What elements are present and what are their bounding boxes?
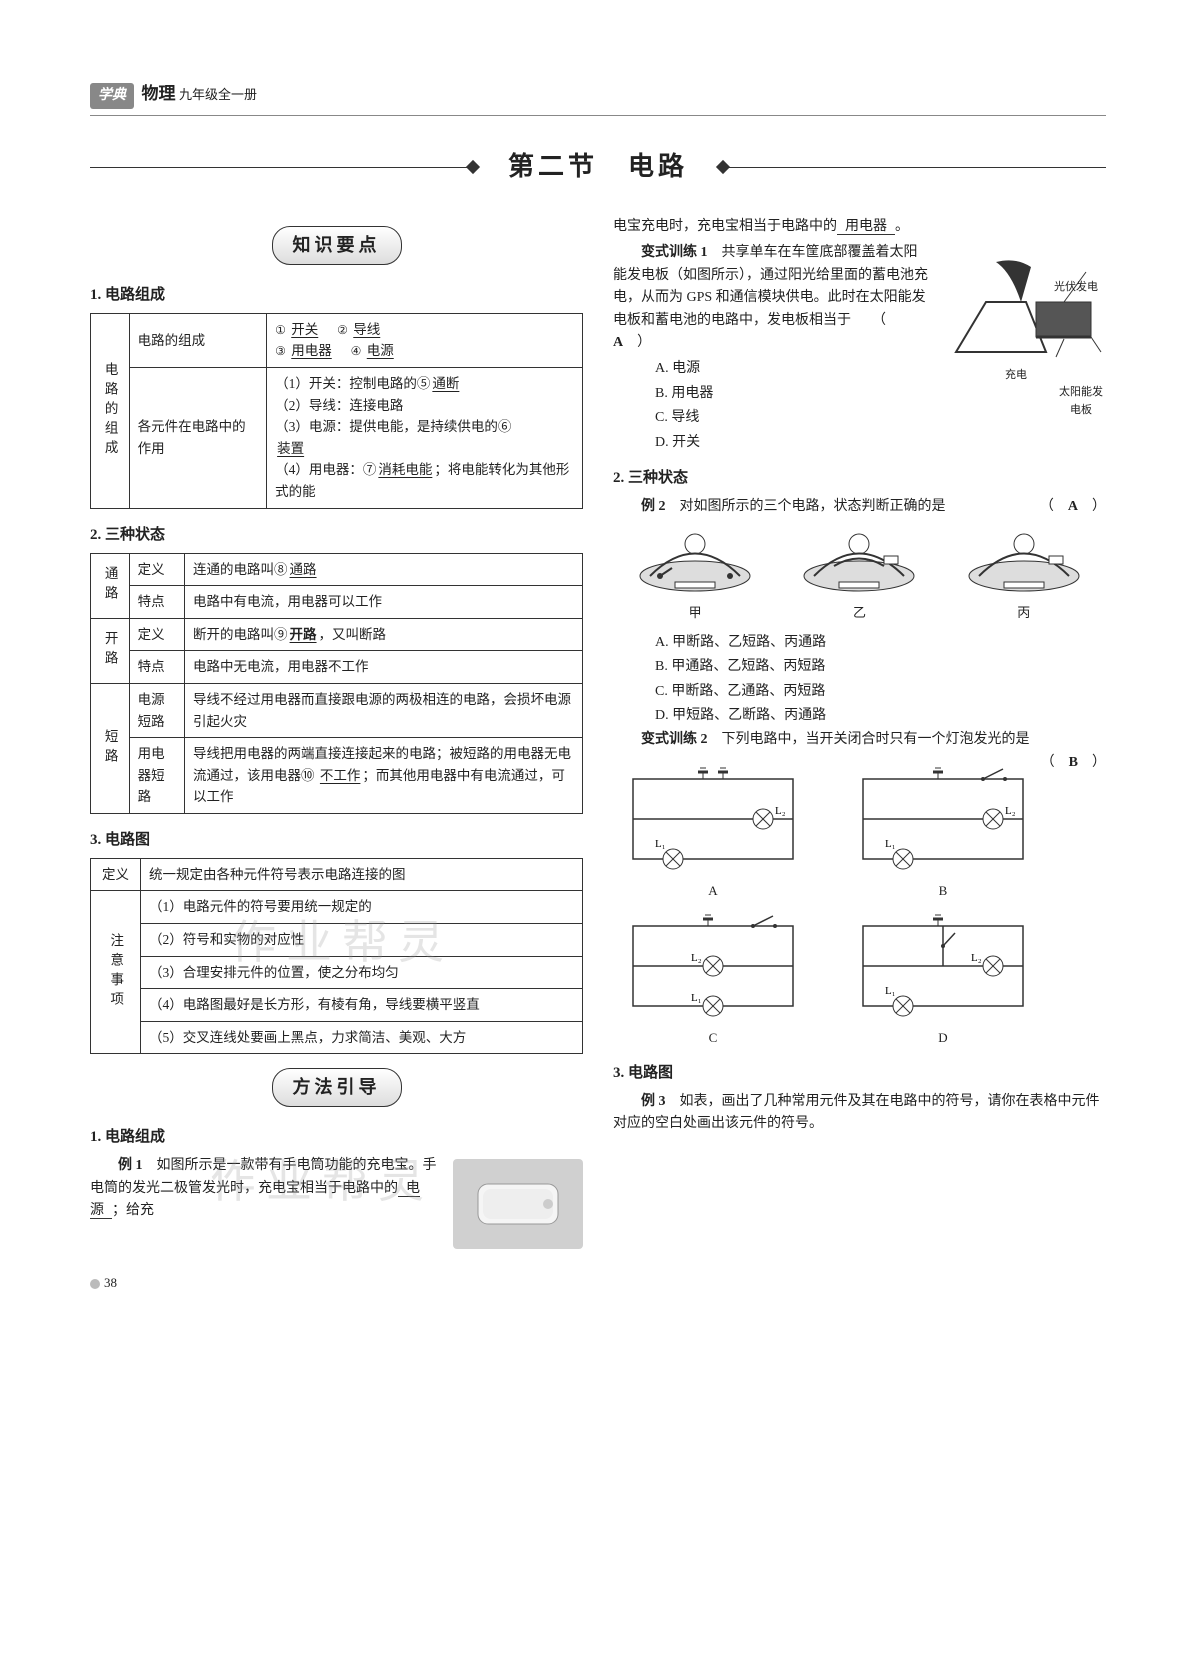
right-heading-3: 3. 电路图 — [613, 1061, 1106, 1085]
page-number: 38 — [90, 1273, 1106, 1294]
table1-side: 电路的组成 — [91, 313, 130, 508]
header-title: 物理 — [142, 84, 176, 103]
variant-2: 变式训练 2 下列电路中，当开关闭合时只有一个灯泡发光的是 （ B ） — [613, 729, 1106, 751]
svg-text:L₂: L₂ — [775, 805, 786, 817]
heading-1: 1. 电路组成 — [90, 283, 583, 307]
bike-icon — [936, 242, 1106, 372]
table1-r2-label: 各元件在电路中的作用 — [129, 367, 267, 508]
section-title: 第二节 电路 — [90, 146, 1106, 188]
circuit-yi: 乙 — [794, 526, 924, 624]
table1-r1-content: ① 开关 ② 导线 ③ 用电器 ④ 电源 — [267, 313, 583, 367]
method-heading-1: 1. 电路组成 — [90, 1125, 583, 1149]
bike-figure: 光伏发电 充电 太阳能发电板 — [936, 242, 1106, 449]
powerbank-icon — [453, 1159, 583, 1249]
circuit-jia: 甲 — [630, 526, 760, 624]
table-states: 通路 定义 连通的电路叫⑧通路 特点 电路中有电流，用电器可以工作 开路 定义 … — [90, 553, 583, 814]
left-column: 知识要点 1. 电路组成 电路的组成 电路的组成 ① 开关 ② 导线 ③ 用电器… — [90, 216, 583, 1253]
circuit-bing-icon — [959, 526, 1089, 596]
circuit-C-icon: L₂ L₁ — [613, 911, 813, 1021]
svg-text:L₂: L₂ — [1005, 805, 1016, 817]
circuit-bing: 丙 — [959, 526, 1089, 624]
svg-text:L₂: L₂ — [691, 952, 702, 964]
heading-3: 3. 电路图 — [90, 828, 583, 852]
circuit-A: L₂ L₁ A — [613, 764, 813, 902]
svg-text:L₁: L₁ — [885, 838, 896, 850]
header-subtitle: 九年级全一册 — [179, 87, 257, 102]
table-diagram: 定义 统一规定由各种元件符号表示电路连接的图 注意事项 （1）电路元件的符号要用… — [90, 858, 583, 1055]
pill-method: 方法引导 — [272, 1068, 402, 1107]
decor-line-right — [718, 167, 1106, 168]
circuit-B-icon: L₂ L₁ — [843, 764, 1043, 874]
table-composition: 电路的组成 电路的组成 ① 开关 ② 导线 ③ 用电器 ④ 电源 各元件在电路中… — [90, 313, 583, 509]
section-title-text: 第二节 电路 — [478, 146, 718, 188]
circuit-yi-icon — [794, 526, 924, 596]
svg-text:L₁: L₁ — [691, 992, 702, 1004]
circuit-jia-icon — [630, 526, 760, 596]
right-column: 电宝充电时，充电宝相当于电路中的用电器。 光伏发电 充电 太阳能发电板 变式训练… — [613, 216, 1106, 1253]
heading-2: 2. 三种状态 — [90, 523, 583, 547]
continuation: 电宝充电时，充电宝相当于电路中的用电器。 — [613, 216, 1106, 238]
circuit-D: L₂ L₁ D — [843, 911, 1043, 1049]
table1-r2-content: （1）开关：控制电路的⑤通断 （2）导线：连接电路 （3）电源：提供电能，是持续… — [267, 367, 583, 508]
right-heading-2: 2. 三种状态 — [613, 466, 1106, 490]
circuit-B: L₂ L₁ B — [843, 764, 1043, 902]
decor-line-left — [90, 167, 478, 168]
header-badge: 学典 — [90, 83, 134, 109]
example-2-options: A. 甲断路、乙短路、丙通路 B. 甲通路、乙短路、丙短路 C. 甲断路、乙通路… — [655, 632, 1106, 728]
svg-text:L₁: L₁ — [885, 985, 896, 997]
circuit-A-icon: L₂ L₁ — [613, 764, 813, 874]
svg-text:L₂: L₂ — [971, 952, 982, 964]
page-header: 学典 物理 九年级全一册 — [90, 80, 1106, 116]
example-3: 例 3 如表，画出了几种常用元件及其在电路中的符号，请你在表格中元件对应的空白处… — [613, 1091, 1106, 1136]
four-circuits: L₂ L₁ A L₂ L₁ B — [613, 764, 1013, 1049]
powerbank-figure — [453, 1159, 583, 1249]
table1-r1-label: 电路的组成 — [129, 313, 267, 367]
svg-text:L₁: L₁ — [655, 838, 666, 850]
pill-knowledge: 知识要点 — [272, 226, 402, 265]
circuit-C: L₂ L₁ C — [613, 911, 813, 1049]
circuit-D-icon: L₂ L₁ — [843, 911, 1043, 1021]
three-circuits: 甲 乙 — [613, 526, 1106, 624]
example-2: 例 2 对如图所示的三个电路，状态判断正确的是 （ A ） — [613, 496, 1106, 518]
